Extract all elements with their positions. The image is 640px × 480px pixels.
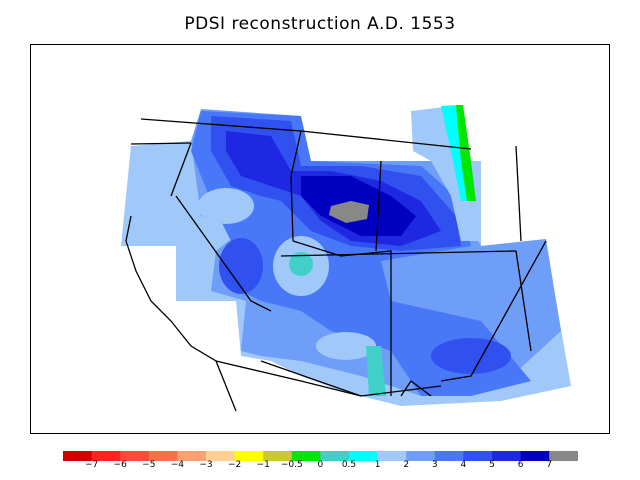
state-border-ca-nv: [175, 195, 272, 312]
texas-border: [400, 380, 432, 397]
state-border-4corners: [280, 250, 517, 257]
pdsi-map: [121, 105, 571, 412]
state-border-ok: [440, 240, 547, 382]
colorbar-tick-label: −5: [142, 460, 156, 470]
colorbar-swatch: [463, 451, 493, 461]
colorbar-tick-label: −4: [170, 460, 185, 470]
mexico-border: [215, 360, 362, 397]
colorbar-swatch: [349, 451, 379, 461]
colorbar-swatch: [206, 451, 236, 461]
colorbar-swatch: [434, 451, 464, 461]
colorbar-tick-label: 5: [489, 460, 495, 470]
field-region-ne-green: [456, 105, 476, 201]
colorbar-tick-label: 3: [431, 460, 438, 470]
boundaries: [125, 118, 547, 412]
colorbar-swatch: [377, 451, 407, 461]
colorbar-svg: [63, 451, 579, 461]
colorbar-swatch: [63, 451, 93, 461]
map-panel: [30, 44, 610, 434]
state-border-wy: [515, 145, 522, 242]
pdsi-field: [121, 105, 571, 406]
colorbar-tick-label: −3: [199, 460, 213, 470]
colorbar-tick-label: 4: [460, 460, 467, 470]
field-spot-south: [316, 332, 376, 360]
field-spot-southeast: [431, 338, 511, 374]
colorbar-tick-label: 7: [546, 460, 553, 470]
colorbar-swatch: [148, 451, 178, 461]
state-border-co-north: [375, 160, 382, 252]
field-spot-south-cyan: [366, 346, 386, 396]
field-spot-center-inner: [289, 252, 313, 276]
colorbar-swatch: [234, 451, 264, 461]
colorbar: [63, 446, 579, 465]
colorbar-swatch: [549, 451, 579, 461]
colorbar-tick-label: 0: [317, 460, 324, 470]
map-title: PDSI reconstruction A.D. 1553: [184, 14, 456, 34]
colorbar-swatch: [320, 451, 350, 461]
colorbar-tick-label: −2: [227, 460, 242, 470]
colorbar-swatch: [177, 451, 207, 461]
field-spot-west-dark: [219, 238, 263, 294]
colorbar-swatch: [492, 451, 522, 461]
field-region-missing: [329, 201, 369, 223]
colorbar-swatch: [291, 451, 321, 461]
field-spot-west: [198, 188, 254, 224]
colorbar-tick-label: 6: [517, 460, 524, 470]
colorbar-tick-label: 2: [403, 460, 410, 470]
colorbar-swatch: [263, 451, 293, 461]
colorbar-swatch: [520, 451, 550, 461]
state-border-wa-or: [130, 142, 192, 145]
colorbar-tick-label: −7: [84, 460, 99, 470]
colorbar-swatch: [406, 451, 436, 461]
coastline: [125, 215, 237, 412]
state-border-id-mt: [290, 130, 302, 242]
state-border-nv-az: [170, 142, 192, 197]
colorbar-tick-label: −6: [113, 460, 127, 470]
colorbar-tick-label: −1: [256, 460, 270, 470]
state-border-nm: [515, 250, 532, 352]
colorbar-tick-label: −0.5: [280, 460, 303, 470]
colorbar-swatch: [120, 451, 150, 461]
colorbar-swatch: [91, 451, 121, 461]
colorbar-tick-label: 1: [374, 460, 381, 470]
colorbar-tick-label: 0.5: [341, 460, 357, 470]
state-border-ut: [292, 240, 392, 396]
